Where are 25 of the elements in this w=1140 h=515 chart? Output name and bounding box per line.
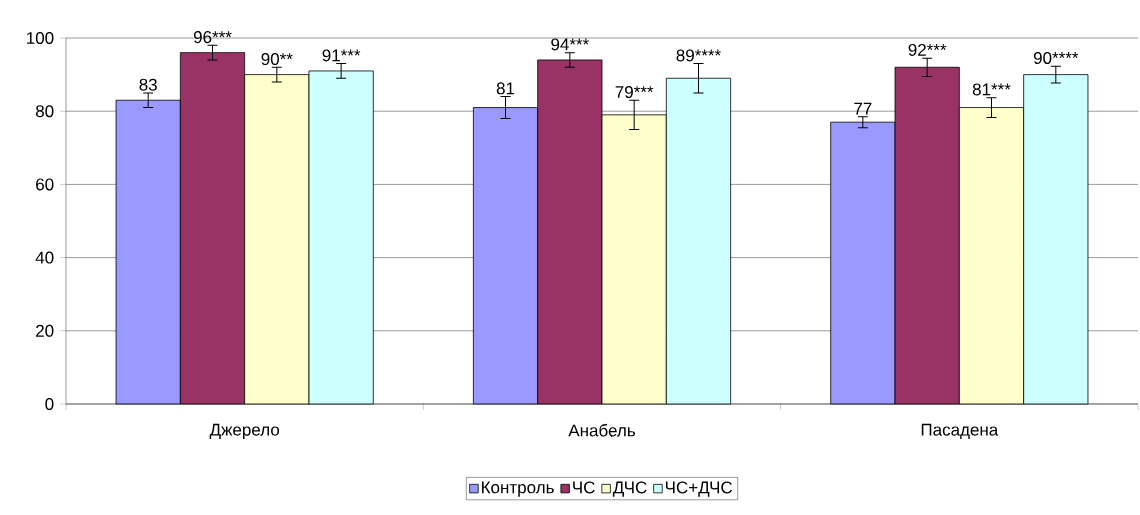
legend-label: Контроль: [482, 481, 554, 497]
y-tick-label: 40: [35, 251, 54, 264]
data-label: 79***: [615, 85, 654, 99]
data-label: 96***: [193, 31, 232, 44]
data-label: 90****: [1033, 51, 1079, 64]
legend-label: ЧС+ДЧС: [665, 481, 733, 497]
y-tick-label: 20: [36, 324, 54, 337]
data-label: 94***: [551, 38, 589, 51]
y-tick-label: 0: [45, 397, 54, 411]
data-label: 92***: [908, 43, 947, 56]
y-tick-label: 100: [27, 31, 54, 45]
data-label: 81: [496, 82, 515, 95]
x-tick-label: Джерело: [209, 423, 280, 440]
data-label: 81***: [972, 83, 1011, 96]
data-label: 77: [854, 102, 872, 115]
data-label: 91***: [322, 49, 361, 62]
data-label: 89****: [676, 49, 721, 62]
data-label: 83: [139, 78, 157, 91]
legend-label: ДЧС: [612, 481, 647, 497]
y-tick-label: 80: [35, 105, 54, 118]
legend-label: ЧС: [573, 481, 595, 494]
x-tick-label: Пасадена: [921, 423, 999, 439]
data-label: 90**: [261, 53, 293, 66]
x-tick-label: Анабель: [568, 423, 635, 437]
y-tick-label: 60: [36, 178, 54, 191]
